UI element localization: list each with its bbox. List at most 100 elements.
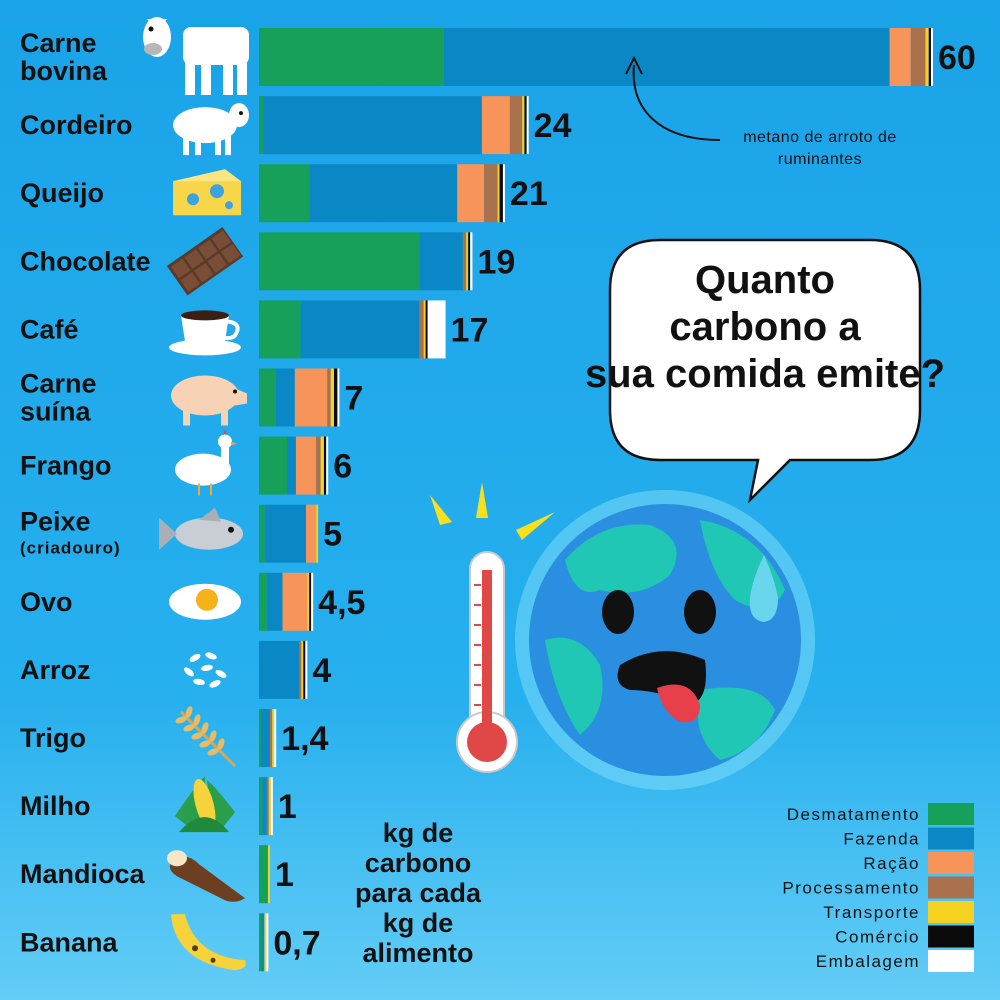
bar-segment-embalagem: [427, 300, 446, 359]
bar-segment-processamento: [509, 96, 523, 155]
bar-segment-transporte: [497, 164, 500, 223]
bar-segment-transporte: [307, 572, 310, 631]
bar-segment-comércio: [928, 28, 931, 86]
legend-swatch: [928, 950, 974, 972]
bar-segment-fazenda: [264, 504, 307, 563]
bar-segment-desmatamento: [259, 300, 301, 359]
arrow-head: [625, 55, 643, 75]
category-label: Cordeiro: [20, 110, 133, 140]
value-label: 5: [323, 516, 342, 554]
category-label-line-2: bovina: [20, 56, 108, 86]
bar-segment-fazenda: [261, 709, 270, 767]
category-label: Frango: [20, 451, 112, 481]
category-label: Peixe: [20, 507, 91, 537]
bar-segment-ração: [481, 96, 510, 155]
category-label: Mandioca: [20, 859, 146, 889]
bubble-line-1: Quanto: [695, 258, 835, 302]
cassava-icon: [167, 850, 245, 902]
bar-segment-transporte: [330, 368, 335, 427]
bar-segment-fazenda: [261, 913, 265, 972]
legend-label: Ração: [863, 854, 920, 873]
bar-segment-comércio: [334, 368, 338, 427]
bar-segment-embalagem: [274, 709, 277, 767]
bar-segment-processamento: [269, 709, 273, 767]
value-label: 1,4: [281, 720, 328, 758]
value-label: 0,7: [273, 924, 320, 962]
bar-segment-desmatamento: [259, 96, 264, 155]
bar-segment-embalagem: [326, 436, 329, 495]
sheep-icon: [173, 103, 249, 156]
corn-icon: [175, 776, 235, 833]
chicken-icon: [175, 429, 237, 496]
category-label: Banana: [20, 927, 119, 957]
bar-segment-embalagem: [526, 96, 529, 155]
legend-swatch: [928, 827, 974, 850]
bar-segment-embalagem: [502, 164, 505, 223]
bar-segment-transporte: [925, 28, 929, 86]
bar-segment-embalagem: [266, 913, 269, 972]
unit-line-3: para cada: [355, 878, 482, 908]
legend-swatch: [928, 876, 974, 899]
category-sublabel: (criadouro): [20, 539, 121, 558]
bar-segment-transporte: [316, 504, 319, 563]
legend-label: Processamento: [782, 879, 920, 898]
wheat-icon: [175, 706, 237, 768]
bar-segment-fazenda: [287, 436, 296, 495]
unit-label: kg de carbono para cada kg de alimento: [355, 818, 482, 968]
fish-icon: [159, 507, 243, 550]
category-label: Milho: [20, 791, 90, 821]
category-label: Queijo: [20, 178, 104, 208]
bar-segment-ração: [457, 164, 485, 223]
legend-swatch: [928, 852, 974, 874]
value-label: 4,5: [318, 584, 365, 622]
bar-segment-fazenda: [262, 777, 267, 836]
bar-segment-desmatamento: [259, 572, 267, 631]
bar-segment-comércio: [425, 300, 428, 359]
bubble-line-2: carbono a: [669, 305, 861, 349]
bar-segment-processamento: [327, 368, 331, 427]
bar-segment-fazenda: [259, 640, 300, 699]
coffee-icon: [169, 310, 241, 356]
speech-bubble: Quanto carbono a sua comida emite?: [585, 238, 945, 504]
banana-icon: [171, 914, 246, 971]
value-label: 1: [278, 788, 297, 826]
category-label: Arroz: [20, 655, 91, 685]
unit-line-5: alimento: [362, 938, 473, 968]
chocolate-icon: [166, 227, 244, 296]
bar-segment-embalagem: [931, 28, 933, 86]
unit-line-4: kg de: [383, 908, 454, 938]
bar-segment-fazenda: [300, 300, 420, 359]
bar-segment-comércio: [323, 436, 327, 495]
category-label: Carne: [20, 369, 97, 399]
bar-segment-desmatamento: [259, 164, 310, 223]
pig-icon: [171, 375, 247, 426]
legend-swatch: [928, 901, 974, 923]
annotation-line-1: metano de arroto de: [743, 129, 897, 146]
bar-segment-transporte: [301, 640, 304, 699]
legend-label: Fazenda: [843, 830, 920, 849]
bar-segment-desmatamento: [259, 436, 287, 495]
legend-swatch: [928, 803, 974, 825]
bar-segment-comércio: [309, 572, 312, 631]
unit-line-1: kg de: [383, 818, 454, 848]
bar-segment-comércio: [468, 232, 471, 291]
rice-icon: [184, 652, 227, 688]
bar-segment-transporte: [320, 436, 324, 495]
bar-segment-transporte: [423, 300, 426, 359]
unit-line-2: carbono: [365, 848, 472, 878]
bar-segment-desmatamento: [259, 845, 268, 904]
category-label: Chocolate: [20, 246, 151, 276]
category-labels: CarnebovinaCordeiroQueijoChocolateCaféCa…: [20, 28, 151, 957]
bar-segment-desmatamento: [259, 368, 276, 427]
cow-icon: [143, 17, 249, 95]
value-label: 60: [938, 39, 976, 77]
value-label: 4: [312, 652, 331, 690]
category-label: Café: [20, 314, 79, 344]
bar-segment-desmatamento: [259, 913, 261, 972]
bar-segment-processamento: [484, 164, 498, 223]
legend-label: Comércio: [835, 928, 920, 947]
thermometer-icon: [430, 482, 555, 773]
category-label: Carne: [20, 28, 97, 58]
bar-segment-transporte: [267, 845, 270, 904]
